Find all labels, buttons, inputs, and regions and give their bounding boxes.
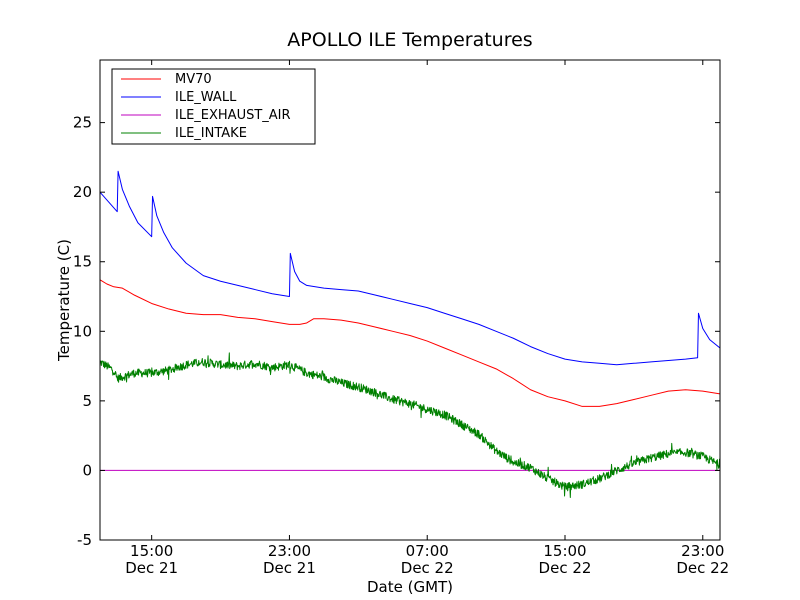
legend-label: ILE_EXHAUST_AIR bbox=[175, 108, 291, 123]
series-line-mv70 bbox=[99, 279, 721, 407]
series-layer bbox=[99, 170, 721, 498]
y-tick-label: 0 bbox=[82, 461, 92, 479]
y-tick-label: -5 bbox=[77, 531, 92, 549]
x-axis-label: Date (GMT) bbox=[367, 578, 453, 596]
plot-area bbox=[99, 59, 721, 541]
x-tick-time-label: 07:00 bbox=[406, 542, 449, 560]
y-tick-label: 20 bbox=[73, 183, 92, 201]
series-line-ile-intake bbox=[99, 352, 721, 498]
legend-label: ILE_INTAKE bbox=[175, 126, 247, 141]
y-axis: -5 0 5 10 15 20 25 bbox=[73, 114, 720, 549]
plot-frame bbox=[99, 59, 721, 541]
x-tick-time-label: 23:00 bbox=[681, 542, 724, 560]
x-tick-date-label: Dec 22 bbox=[539, 559, 592, 577]
x-tick-time-label: 15:00 bbox=[130, 542, 173, 560]
x-tick-time-label: 23:00 bbox=[268, 542, 311, 560]
legend-box bbox=[111, 68, 316, 145]
x-tick-date-label: Dec 21 bbox=[263, 559, 316, 577]
chart-title: APOLLO ILE Temperatures bbox=[287, 29, 532, 51]
x-tick-time-label: 15:00 bbox=[543, 542, 586, 560]
legend-label: ILE_WALL bbox=[175, 90, 237, 105]
legend: MV70 ILE_WALL ILE_EXHAUST_AIR ILE_INTAKE bbox=[111, 68, 316, 145]
x-tick-date-label: Dec 22 bbox=[401, 559, 454, 577]
series-line-ile-wall bbox=[99, 170, 721, 366]
y-tick-label: 15 bbox=[73, 253, 92, 271]
y-tick-label: 25 bbox=[73, 114, 92, 132]
x-tick-date-label: Dec 21 bbox=[125, 559, 178, 577]
x-tick-date-label: Dec 22 bbox=[676, 559, 729, 577]
y-tick-label: 10 bbox=[73, 322, 92, 340]
y-axis-label: Temperature (C) bbox=[55, 239, 73, 362]
legend-label: MV70 bbox=[175, 72, 212, 87]
y-tick-label: 5 bbox=[82, 392, 92, 410]
